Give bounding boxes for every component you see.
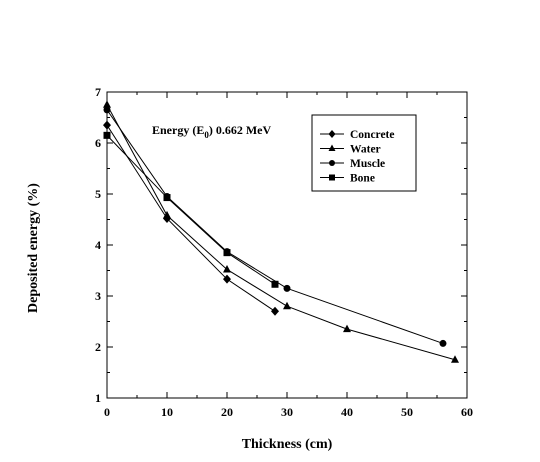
x-tick-label: 50 — [401, 405, 413, 419]
y-axis-title: Deposited energy (%) — [26, 183, 41, 313]
series-line-concrete — [106, 124, 276, 312]
y-tick-label: 3 — [95, 289, 101, 303]
data-point-bone — [271, 280, 279, 288]
energy-annotation: Energy (E0) 0.662 MeV — [152, 123, 271, 140]
series-line-water — [106, 104, 456, 361]
series-line-bone — [106, 135, 276, 285]
data-point-muscle — [439, 339, 447, 347]
y-tick-label: 4 — [95, 238, 101, 252]
y-tick-label: 2 — [95, 340, 101, 354]
y-tick-label: 6 — [95, 136, 101, 150]
legend-marker-muscle — [329, 160, 335, 166]
data-point-water — [223, 264, 231, 273]
y-tick-label: 5 — [95, 187, 101, 201]
data-point-bone — [223, 249, 231, 257]
x-tick-label: 0 — [104, 405, 110, 419]
annotation-prefix: Energy (E — [152, 123, 204, 137]
legend-marker-bone — [329, 174, 335, 181]
annotation-suffix: ) 0.662 MeV — [209, 123, 272, 137]
data-point-water — [103, 100, 111, 108]
x-tick-label: 10 — [161, 405, 173, 419]
data-point-concrete — [271, 306, 279, 316]
data-point-water — [283, 301, 291, 310]
legend-label-water: Water — [350, 144, 381, 156]
y-tick-label: 7 — [95, 85, 101, 99]
data-point-water — [451, 355, 459, 363]
data-point-muscle — [103, 106, 111, 114]
data-point-muscle — [283, 284, 291, 292]
data-point-concrete — [103, 120, 111, 130]
annotation-subscript: 0 — [204, 130, 209, 140]
x-tick-label: 40 — [341, 405, 353, 419]
data-point-bone — [163, 194, 171, 202]
legend: Concrete Water Muscle Bone — [311, 114, 417, 192]
legend-label-muscle: Muscle — [350, 158, 385, 170]
data-point-water — [163, 210, 171, 219]
x-tick-label: 30 — [281, 405, 293, 419]
legend-label-concrete: Concrete — [350, 129, 395, 141]
y-tick-label: 1 — [95, 391, 101, 405]
x-axis-title: Thickness (cm) — [242, 437, 333, 452]
data-point-bone — [103, 131, 111, 139]
legend-label-bone: Bone — [350, 173, 375, 185]
x-tick-label: 20 — [221, 405, 233, 419]
legend-marker-concrete — [328, 130, 336, 138]
legend-marker-water — [328, 144, 336, 151]
data-point-water — [343, 324, 351, 333]
data-point-concrete — [223, 274, 231, 284]
x-tick-label: 60 — [461, 405, 473, 419]
